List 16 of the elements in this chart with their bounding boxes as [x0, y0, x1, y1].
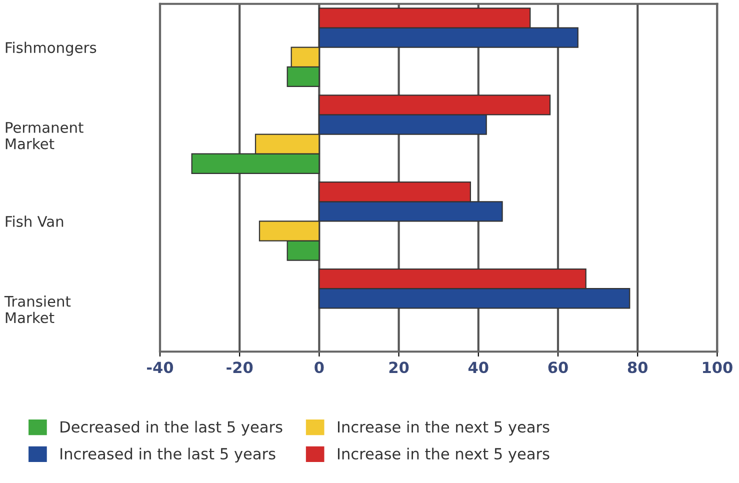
x-tick-label: 100 [702, 362, 732, 374]
y-tick-label: Permanent Market [6, 122, 84, 150]
x-tick-label: 40 [468, 362, 488, 374]
x-tick-label: -40 [147, 362, 174, 374]
x-tick-label: -20 [226, 362, 253, 374]
legend-label: Increase in the next 5 years [338, 448, 550, 462]
x-tick-label: 80 [628, 362, 648, 374]
y-tick-label: Transient Market [4, 296, 71, 324]
legend-label: Decreased in the last 5 years [60, 420, 282, 436]
x-tick-label: 60 [548, 362, 568, 374]
y-tick-label: Fishmongers [6, 42, 96, 56]
y-tick-label: Fish Van [6, 216, 64, 227]
x-tick-label: 0 [314, 362, 324, 374]
x-tick-label: 20 [389, 362, 409, 374]
legend-label: Increase in the next 5 years [338, 420, 550, 436]
legend-label: Increased in the last 5 years [60, 448, 276, 462]
